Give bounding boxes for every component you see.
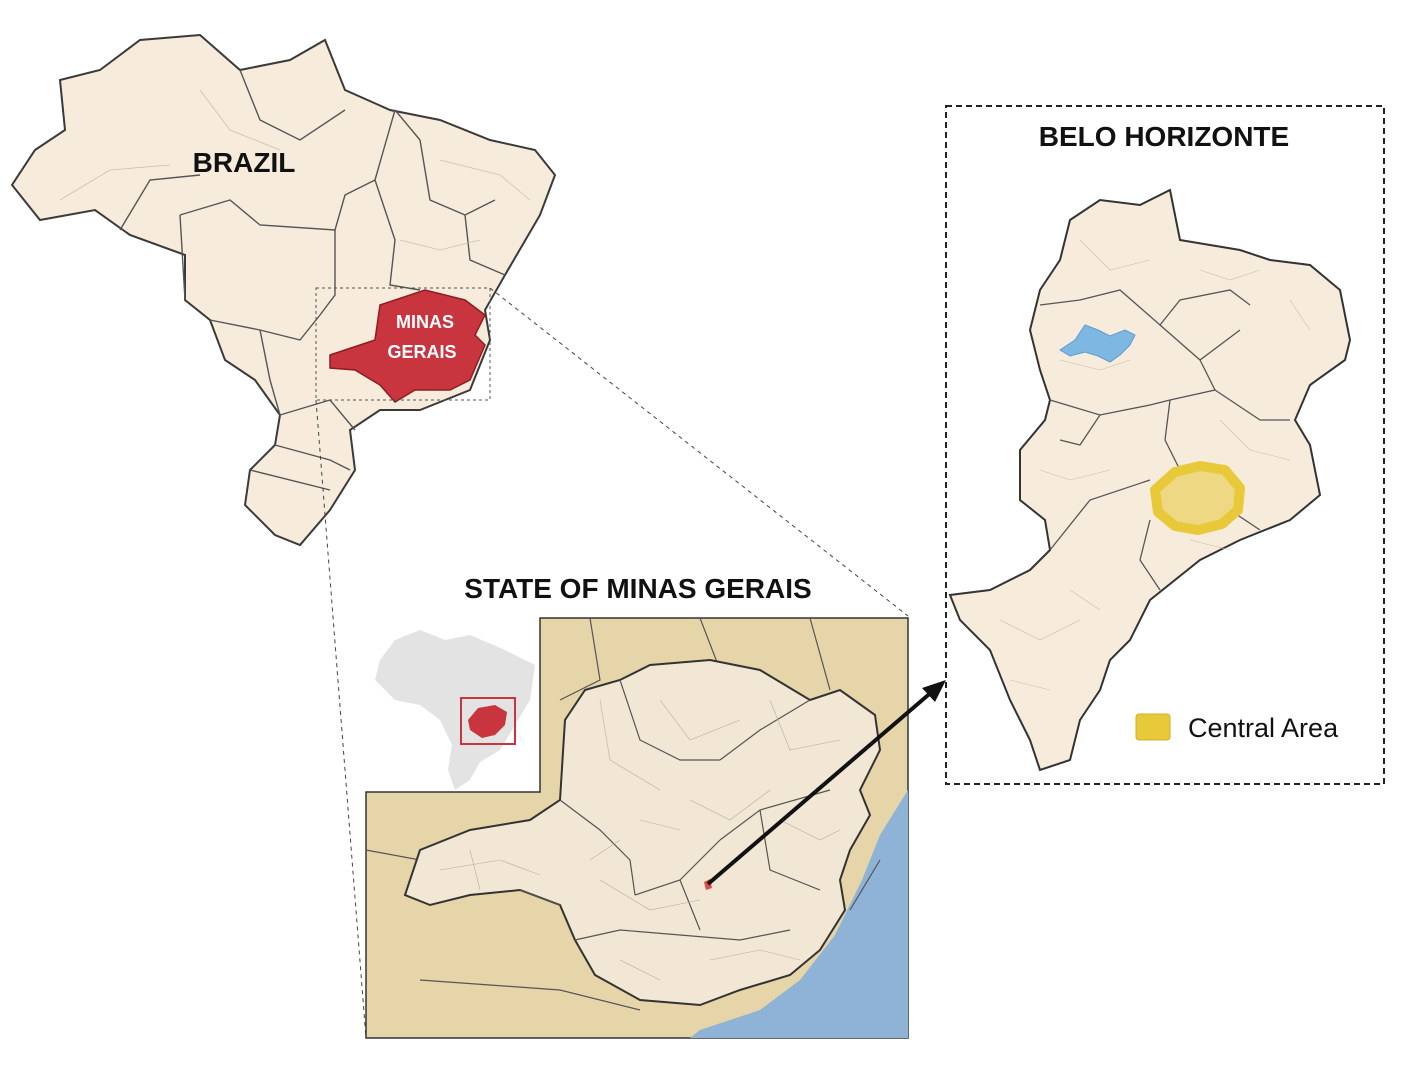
brazil-map: MINAS GERAIS BRAZIL: [10, 33, 557, 547]
municipal-lines: [439, 699, 841, 981]
legend: Central Area: [1135, 713, 1339, 743]
neighbor-borders: [365, 617, 881, 1011]
zoom-connector-lines: [315, 287, 909, 1039]
state-map-panel: [365, 617, 909, 1039]
minas-gerais-label-line2: GERAIS: [387, 342, 456, 362]
central-area: [1150, 461, 1245, 535]
street-lines: [999, 239, 1311, 691]
inset-minas-gerais: [468, 705, 507, 738]
state-title: STATE OF MINAS GERAIS: [464, 573, 811, 604]
brazil-state-borders: [119, 69, 506, 491]
arrow-icon: [706, 680, 946, 886]
minas-gerais-highlight: [329, 289, 486, 403]
legend-swatch: [1135, 713, 1171, 741]
brazil-minor-lines: [59, 89, 531, 251]
inset-brazil-silhouette: [375, 630, 535, 790]
brazil-extent-box: [315, 287, 491, 401]
mesoregion-borders: [519, 679, 831, 941]
minas-gerais-state: [403, 658, 882, 1007]
belo-horizonte-panel: BELO HORIZONTE: [945, 105, 1385, 785]
legend-label: Central Area: [1188, 713, 1339, 743]
brazil-outline: [10, 33, 557, 547]
inset-highlight-box: [460, 697, 516, 745]
regional-borders: [1039, 289, 1290, 591]
inset-locator: [375, 630, 535, 790]
lake: [1059, 324, 1136, 363]
city-title: BELO HORIZONTE: [1039, 121, 1289, 152]
minas-gerais-label-line1: MINAS: [396, 312, 454, 332]
ocean: [690, 790, 908, 1038]
brazil-title: BRAZIL: [193, 147, 296, 178]
